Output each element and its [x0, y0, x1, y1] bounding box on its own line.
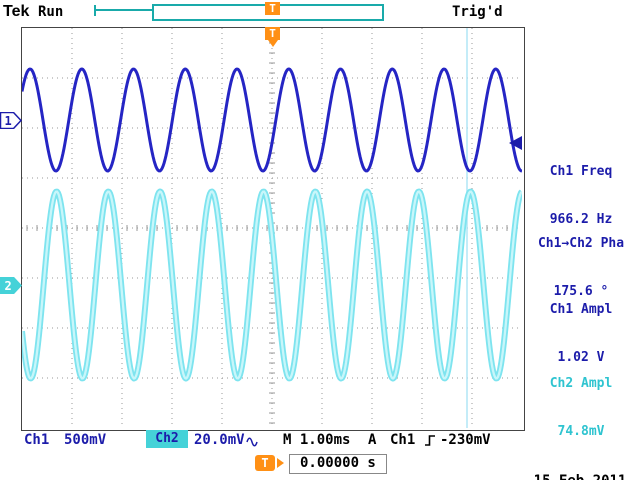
trigger-level-marker[interactable] [509, 136, 522, 150]
measurement-value: 1.02 V [557, 350, 605, 365]
measurement-label: Ch1 Ampl [549, 302, 613, 317]
acquisition-state: Run [38, 4, 64, 20]
measurement-label: Ch1→Ch2 Pha [537, 236, 625, 251]
ch2-volts-per-div: 20.0mV [194, 432, 245, 448]
marker-arrow-shape [0, 276, 22, 294]
marker-label: 1 [5, 114, 12, 128]
trigger-position-badge: T [255, 455, 275, 471]
trigger-slope-icon [425, 435, 435, 446]
marker-label: 2 [5, 279, 12, 293]
measurement-ch1-freq: Ch1 Freq 966.2 Hz [524, 132, 638, 260]
record-bar-line [96, 9, 154, 11]
tek-logo: Tek [3, 3, 30, 20]
trigger-source-readout: Ch1 [390, 432, 416, 448]
ch1-position-marker[interactable]: 1 [0, 111, 22, 129]
trigger-level-readout: -230mV [440, 432, 491, 448]
trigger-status: Trig'd [452, 4, 503, 20]
trigger-position-record-marker[interactable]: T [265, 2, 280, 15]
measurement-value: 966.2 Hz [549, 212, 613, 227]
trigger-line-label: A [368, 432, 377, 448]
timebase-readout: M 1.00ms [283, 432, 351, 448]
trigger-position-marker[interactable]: T [265, 27, 280, 40]
measurement-ch2-ampl: Ch2 Ampl 74.8mV [524, 344, 638, 472]
graticule [21, 27, 525, 431]
ch2-channel-label: Ch2 [146, 430, 188, 448]
measurement-ch1-ampl: Ch1 Ampl 1.02 V [524, 270, 638, 398]
record-start-tick [94, 5, 96, 16]
trigger-position-time: 0.00000 s [289, 454, 387, 474]
measurement-value: 74.8mV [557, 424, 605, 439]
date: 15 Feb 2011 [522, 473, 638, 480]
ac-coupling-icon [246, 437, 258, 447]
measurement-label: Ch1 Freq [549, 164, 613, 179]
measurement-label: Ch2 Ampl [549, 376, 613, 391]
trigger-position-pointer-icon [268, 40, 278, 47]
measurement-ch1-ch2-phase: Ch1→Ch2 Pha 175.6 ° [524, 204, 638, 332]
ch2-position-marker[interactable]: 2 [0, 276, 22, 294]
trigger-position-arrow-icon [277, 458, 284, 468]
date-time: 15 Feb 2011 17:29:28 [522, 441, 638, 480]
marker-arrow-shape [0, 111, 22, 129]
measurement-value: 175.6 ° [553, 284, 609, 299]
waveform-canvas [22, 28, 522, 428]
ch1-volts-per-div: 500mV [64, 432, 107, 448]
ch1-channel-label: Ch1 [24, 432, 50, 448]
